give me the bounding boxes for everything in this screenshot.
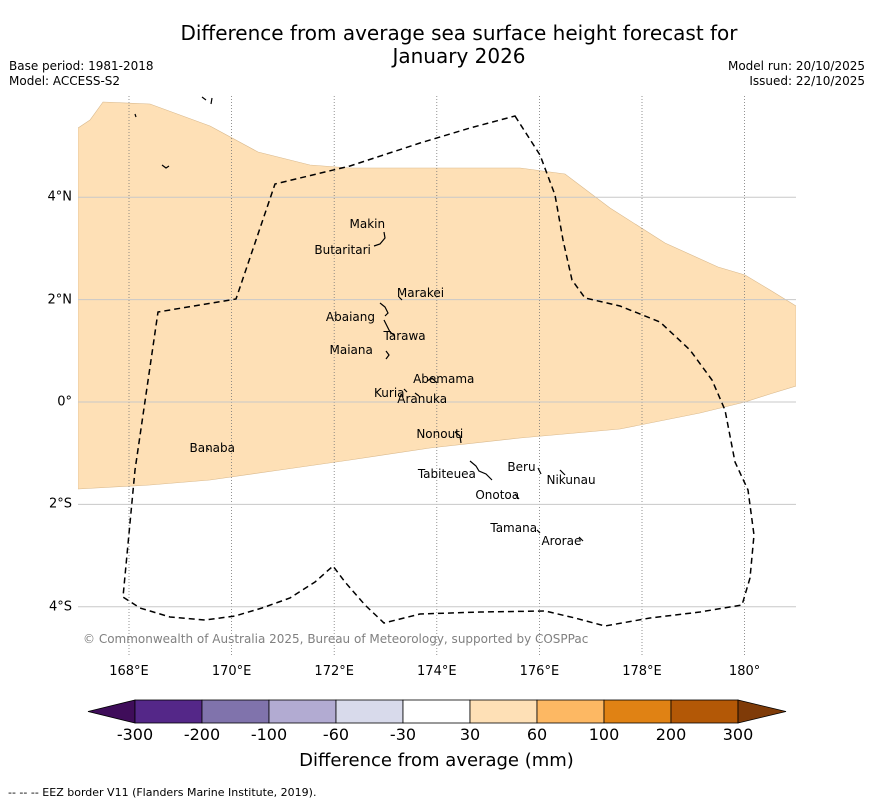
y-tick-label: 0° — [57, 394, 72, 410]
colorbar-tick-label: 60 — [526, 725, 548, 744]
shaded-region-30-60 — [78, 101, 796, 490]
colorbar-tick-label: 300 — [722, 725, 754, 744]
eez-border-note: -- -- -- EEZ border V11 (Flanders Marine… — [8, 786, 317, 799]
x-tick-label: 174°E — [417, 664, 457, 679]
colorbar-tick-label: -60 — [322, 725, 350, 744]
x-tick-label: 178°E — [622, 664, 662, 679]
x-tick-label: 172°E — [314, 664, 354, 679]
x-tick-label: 170°E — [211, 664, 252, 679]
chart-title: Difference from average sea surface heig… — [0, 22, 873, 68]
place-label: Arorae — [541, 533, 582, 548]
colorbar-segment — [201, 699, 270, 724]
colorbar-extend-high — [737, 699, 787, 724]
colorbar-extend-low — [87, 699, 136, 724]
eez-border — [122, 115, 755, 627]
title-line-1: Difference from average sea surface heig… — [180, 21, 738, 45]
issued-date: Issued: 22/10/2025 — [749, 74, 865, 88]
meta-left: Base period: 1981-2018 Model: ACCESS-S2 — [9, 59, 154, 89]
place-label: Aranuka — [397, 392, 448, 407]
y-tick-label: 4°S — [48, 599, 72, 615]
title-line-2: January 2026 — [392, 44, 526, 68]
place-label: Abemama — [413, 371, 475, 386]
place-label: Makin — [349, 217, 386, 232]
colorbar-tick-label: -300 — [116, 725, 154, 744]
copyright-note: © Commonwealth of Australia 2025, Bureau… — [83, 632, 589, 646]
island-outlines — [134, 96, 584, 542]
y-tick-label: 4°N — [47, 189, 73, 205]
place-label: Tarawa — [383, 329, 426, 344]
base-period: Base period: 1981-2018 — [9, 59, 154, 73]
place-label: Beru — [507, 459, 536, 474]
colorbar-segment — [603, 699, 672, 724]
place-label: Marakei — [396, 285, 445, 300]
x-tick-label: 176°E — [519, 664, 560, 679]
place-label: Nikunau — [546, 473, 596, 488]
y-tick-label: 2°S — [48, 496, 72, 512]
colorbar-segment — [536, 699, 605, 724]
place-label: Maiana — [329, 343, 373, 358]
y-tick-label: 2°N — [47, 292, 73, 308]
place-label: Butaritari — [314, 242, 371, 257]
model-run: Model run: 20/10/2025 — [727, 59, 865, 73]
meta-right: Model run: 20/10/2025 Issued: 22/10/2025 — [728, 59, 865, 89]
colorbar-segment — [402, 699, 471, 724]
colorbar-segment — [335, 699, 404, 724]
colorbar-tick-label: -100 — [250, 725, 288, 744]
place-label: Nonouti — [416, 427, 464, 442]
place-label: Tamana — [490, 521, 538, 535]
place-label: Kuria — [374, 385, 405, 400]
colorbar-label: Difference from average (mm) — [299, 750, 574, 771]
place-label: Banaba — [189, 440, 235, 455]
colorbar-tick-label: -200 — [183, 725, 221, 744]
model-name: Model: ACCESS-S2 — [9, 74, 121, 88]
colorbar-tick-label: -30 — [389, 725, 417, 744]
place-label: Abaiang — [325, 309, 376, 324]
place-label: Tabiteuea — [417, 466, 476, 481]
x-tick-label: 180° — [728, 664, 761, 679]
colorbar-segment — [268, 699, 337, 724]
colorbar-segment — [469, 699, 538, 724]
colorbar-segment — [134, 699, 203, 724]
colorbar-tick-label: 30 — [459, 725, 481, 744]
place-label: Onotoa — [475, 487, 520, 502]
colorbar-tick-label: 200 — [655, 725, 687, 744]
x-tick-label: 168°E — [109, 664, 149, 679]
colorbar-segment — [670, 699, 739, 724]
colorbar-tick-label: 100 — [588, 725, 620, 744]
